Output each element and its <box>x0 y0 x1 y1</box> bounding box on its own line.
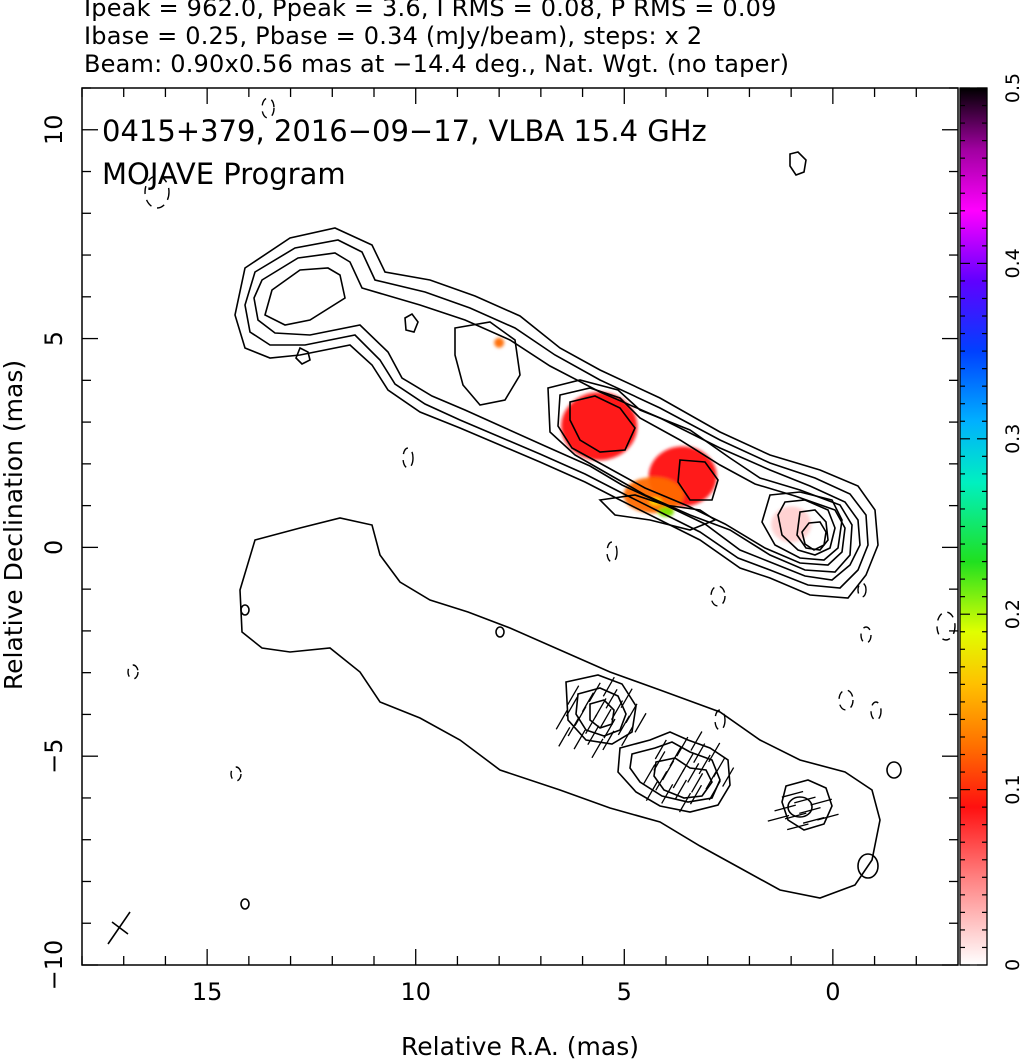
y-tick-labels: 10 5 0 −5 −10 <box>40 114 68 990</box>
chart-subtitle: MOJAVE Program <box>102 157 346 191</box>
evpa-tick <box>661 784 674 804</box>
evpa-tick <box>602 730 615 751</box>
restoring-beam <box>107 911 131 945</box>
evpa-tick <box>781 790 804 798</box>
x-tick-label: 15 <box>192 978 223 1006</box>
header-line-3: Beam: 0.90x0.56 mas at −14.4 deg., Nat. … <box>84 50 790 78</box>
x-tick-labels: 15 10 5 0 <box>192 978 841 1006</box>
polarization-contours <box>239 517 902 910</box>
evpa-tick <box>565 696 578 717</box>
y-tick-label: 5 <box>40 331 68 346</box>
x-tick-label: 5 <box>617 978 632 1006</box>
colorbar-ticks <box>960 87 987 966</box>
polarization-blob <box>658 506 674 517</box>
polarization-intensity-layer <box>494 337 812 543</box>
evpa-tick <box>602 676 615 697</box>
evpa-tick <box>591 738 604 759</box>
polarization-blob <box>494 337 505 348</box>
polarization-blob <box>623 477 684 514</box>
evpa-tick <box>567 716 580 737</box>
evpa-ticks <box>555 676 839 831</box>
y-tick-label: 10 <box>40 114 68 145</box>
evpa-tick <box>722 767 735 787</box>
evpa-tick <box>605 688 618 709</box>
evpa-tick <box>713 757 726 778</box>
evpa-tick <box>787 823 809 831</box>
evpa-tick <box>687 763 700 783</box>
colorbar-label: 0 <box>1002 959 1021 971</box>
colorbar-label: 0.1 <box>1002 774 1021 804</box>
x-axis-label: Relative R.A. (mas) <box>401 1032 639 1060</box>
evpa-tick <box>620 688 633 709</box>
evpa-tick <box>581 692 594 713</box>
colorbar-label: 0.4 <box>1002 248 1021 278</box>
evpa-tick <box>708 742 721 763</box>
evpa-tick <box>691 773 704 793</box>
y-tick-label: −5 <box>40 738 68 773</box>
evpa-tick <box>567 685 580 706</box>
evpa-tick <box>634 712 647 733</box>
evpa-tick <box>794 796 816 804</box>
evpa-tick <box>669 746 682 767</box>
evpa-tick <box>708 780 721 801</box>
axis-ticks <box>81 87 958 966</box>
x-tick-label: 0 <box>825 978 840 1006</box>
total-intensity-contours <box>234 151 879 599</box>
evpa-tick <box>603 718 616 739</box>
evpa-tick <box>678 792 692 813</box>
colorbar-labels: 0 0.1 0.2 0.3 0.4 0.5 <box>1002 73 1021 971</box>
evpa-tick <box>817 813 839 821</box>
evpa-tick <box>585 714 598 735</box>
evpa-tick <box>610 700 624 720</box>
y-tick-label: −10 <box>40 940 68 991</box>
evpa-tick <box>573 729 586 750</box>
evpa-tick <box>810 798 832 806</box>
evpa-tick <box>682 752 695 773</box>
evpa-tick <box>655 770 668 791</box>
evpa-tick <box>653 751 666 771</box>
evpa-tick <box>594 698 607 718</box>
header-line-2: Ibase = 0.25, Pbase = 0.34 (mJy/beam), s… <box>84 22 703 50</box>
colorbar-label: 0.2 <box>1002 599 1021 629</box>
evpa-tick <box>690 731 703 751</box>
polarization-blob <box>561 392 638 461</box>
evpa-tick <box>698 754 711 775</box>
evpa-tick <box>645 781 658 801</box>
evpa-tick <box>674 779 687 800</box>
y-axis-label: Relative Declination (mas) <box>0 360 28 690</box>
evpa-tick <box>672 768 685 789</box>
map-layer <box>107 97 956 945</box>
evpa-tick <box>767 814 790 822</box>
header-line-1: Ipeak = 962.0, Ppeak = 3.6, I RMS = 0.08… <box>84 0 777 22</box>
evpa-tick <box>555 709 568 730</box>
y-tick-label: 0 <box>40 540 68 555</box>
evpa-tick <box>654 739 667 760</box>
evpa-tick <box>676 736 689 757</box>
evpa-tick <box>784 812 807 820</box>
evpa-tick <box>621 726 634 747</box>
evpa-tick <box>587 725 600 746</box>
evpa-tick <box>799 807 821 814</box>
chart-title: 0415+379, 2016−09−17, VLBA 15.4 GHz <box>102 114 707 148</box>
evpa-tick <box>689 784 703 805</box>
evpa-tick <box>588 682 601 703</box>
evpa-tick <box>599 708 612 729</box>
plot-frame <box>81 87 959 966</box>
x-tick-label: 10 <box>400 978 431 1006</box>
negative-contours <box>127 97 956 782</box>
evpa-tick <box>625 703 638 724</box>
evpa-tick <box>643 764 656 784</box>
evpa-tick <box>693 743 706 763</box>
colorbar-label: 0.3 <box>1002 424 1021 454</box>
colorbar-label: 0.5 <box>1002 73 1021 103</box>
evpa-tick <box>774 804 796 812</box>
evpa-tick <box>558 727 571 747</box>
